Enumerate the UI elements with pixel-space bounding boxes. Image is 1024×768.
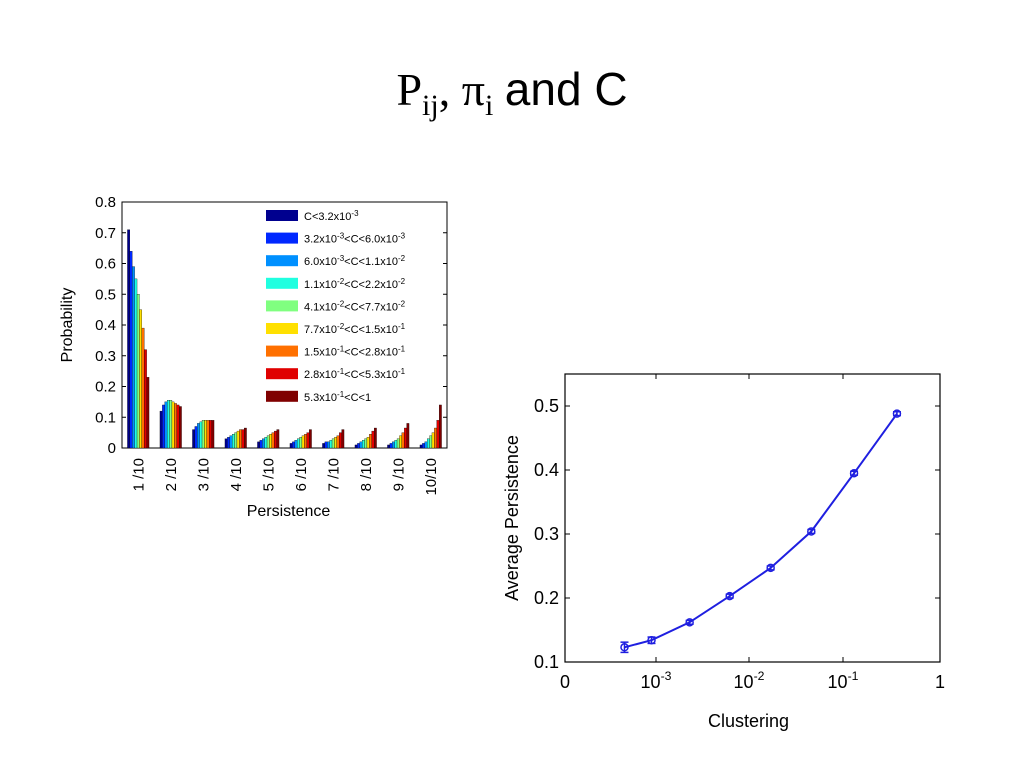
x-tick-label: 10-2	[734, 669, 765, 692]
data-point	[766, 563, 775, 573]
x-axis-label: Persistence	[247, 503, 331, 520]
legend-swatch	[266, 300, 298, 312]
x-tick-label: 4 /10	[228, 458, 245, 491]
x-tick-label: 0	[560, 672, 570, 692]
x-tick-label: 1 /10	[130, 458, 147, 491]
data-point	[849, 468, 859, 478]
data-point	[620, 643, 629, 652]
y-tick-label: 0.2	[534, 588, 559, 608]
legend-label: 5.3x10-1<C<1	[304, 390, 371, 404]
legend-label: C<3.2x10-3	[304, 209, 359, 223]
x-tick-label: 10-3	[641, 669, 672, 692]
bar	[341, 429, 345, 449]
bar	[406, 423, 410, 449]
bar	[373, 427, 377, 449]
x-axis-label: Clustering	[708, 711, 789, 731]
legend-label: 2.8x10-1<C<5.3x10-1	[304, 367, 406, 381]
y-tick-label: 0.1	[95, 409, 116, 426]
legend-label: 1.5x10-1<C<2.8x10-1	[304, 345, 406, 359]
title-p: P	[396, 64, 423, 115]
x-tick-label: 9 /10	[390, 458, 407, 491]
title-pi: π	[461, 64, 485, 115]
bar	[211, 420, 215, 449]
y-tick-label: 0.7	[95, 225, 116, 242]
x-tick-label: 1	[935, 672, 945, 692]
bar	[178, 406, 182, 449]
legend-swatch	[266, 368, 298, 380]
y-tick-label: 0	[108, 440, 116, 457]
legend-label: 7.7x10-2<C<1.5x10-1	[304, 322, 406, 336]
y-tick-label: 0.1	[534, 652, 559, 672]
x-tick-label: 6 /10	[293, 458, 310, 491]
y-axis-label: Probability	[59, 288, 76, 363]
data-point	[892, 409, 902, 418]
bar	[276, 429, 280, 449]
data-point	[685, 618, 694, 627]
title-pi-sub: i	[484, 89, 494, 123]
x-tick-label: 5 /10	[260, 458, 277, 491]
legend-swatch	[266, 255, 298, 267]
bar	[308, 429, 312, 449]
x-tick-label: 10/10	[423, 458, 440, 496]
title-sep: ,	[438, 64, 451, 115]
legend-swatch	[266, 277, 298, 289]
x-tick-label: 8 /10	[358, 458, 375, 491]
slide-title: Pij, πi and C	[0, 62, 1024, 123]
y-axis-label: Average Persistence	[502, 435, 522, 601]
plot-area	[564, 373, 941, 663]
bar	[243, 427, 247, 449]
series-line	[624, 413, 898, 649]
x-tick-label: 3 /10	[195, 458, 212, 491]
title-rest: and C	[504, 63, 628, 115]
y-tick-label: 0.4	[534, 460, 559, 480]
legend-label: 1.1x10-2<C<2.2x10-2	[304, 277, 406, 291]
x-tick-label: 7 /10	[325, 458, 342, 491]
y-tick-label: 0.3	[534, 524, 559, 544]
legend-label: 6.0x10-3<C<1.1x10-2	[304, 254, 406, 268]
y-tick-label: 0.6	[95, 256, 116, 273]
bar	[438, 404, 442, 449]
legend-label: 3.2x10-3<C<6.0x10-3	[304, 232, 406, 246]
y-tick-label: 0.5	[95, 286, 116, 303]
title-p-sub: ij	[422, 89, 439, 123]
x-tick-label: 2 /10	[163, 458, 180, 491]
legend-swatch	[266, 232, 298, 244]
data-point	[807, 527, 816, 536]
y-tick-label: 0.4	[95, 317, 116, 334]
bar	[146, 377, 150, 449]
legend-swatch	[266, 390, 298, 402]
legend-swatch	[266, 210, 298, 221]
y-tick-label: 0.5	[534, 396, 559, 416]
legend-label: 4.1x10-2<C<7.7x10-2	[304, 299, 406, 313]
data-point	[725, 591, 734, 601]
data-point	[647, 635, 656, 645]
y-tick-label: 0.3	[95, 348, 116, 365]
y-tick-label: 0.2	[95, 379, 116, 396]
legend-swatch	[266, 323, 298, 334]
x-tick-label: 10-1	[828, 669, 859, 692]
legend-swatch	[266, 345, 298, 357]
y-tick-label: 0.8	[95, 194, 116, 211]
